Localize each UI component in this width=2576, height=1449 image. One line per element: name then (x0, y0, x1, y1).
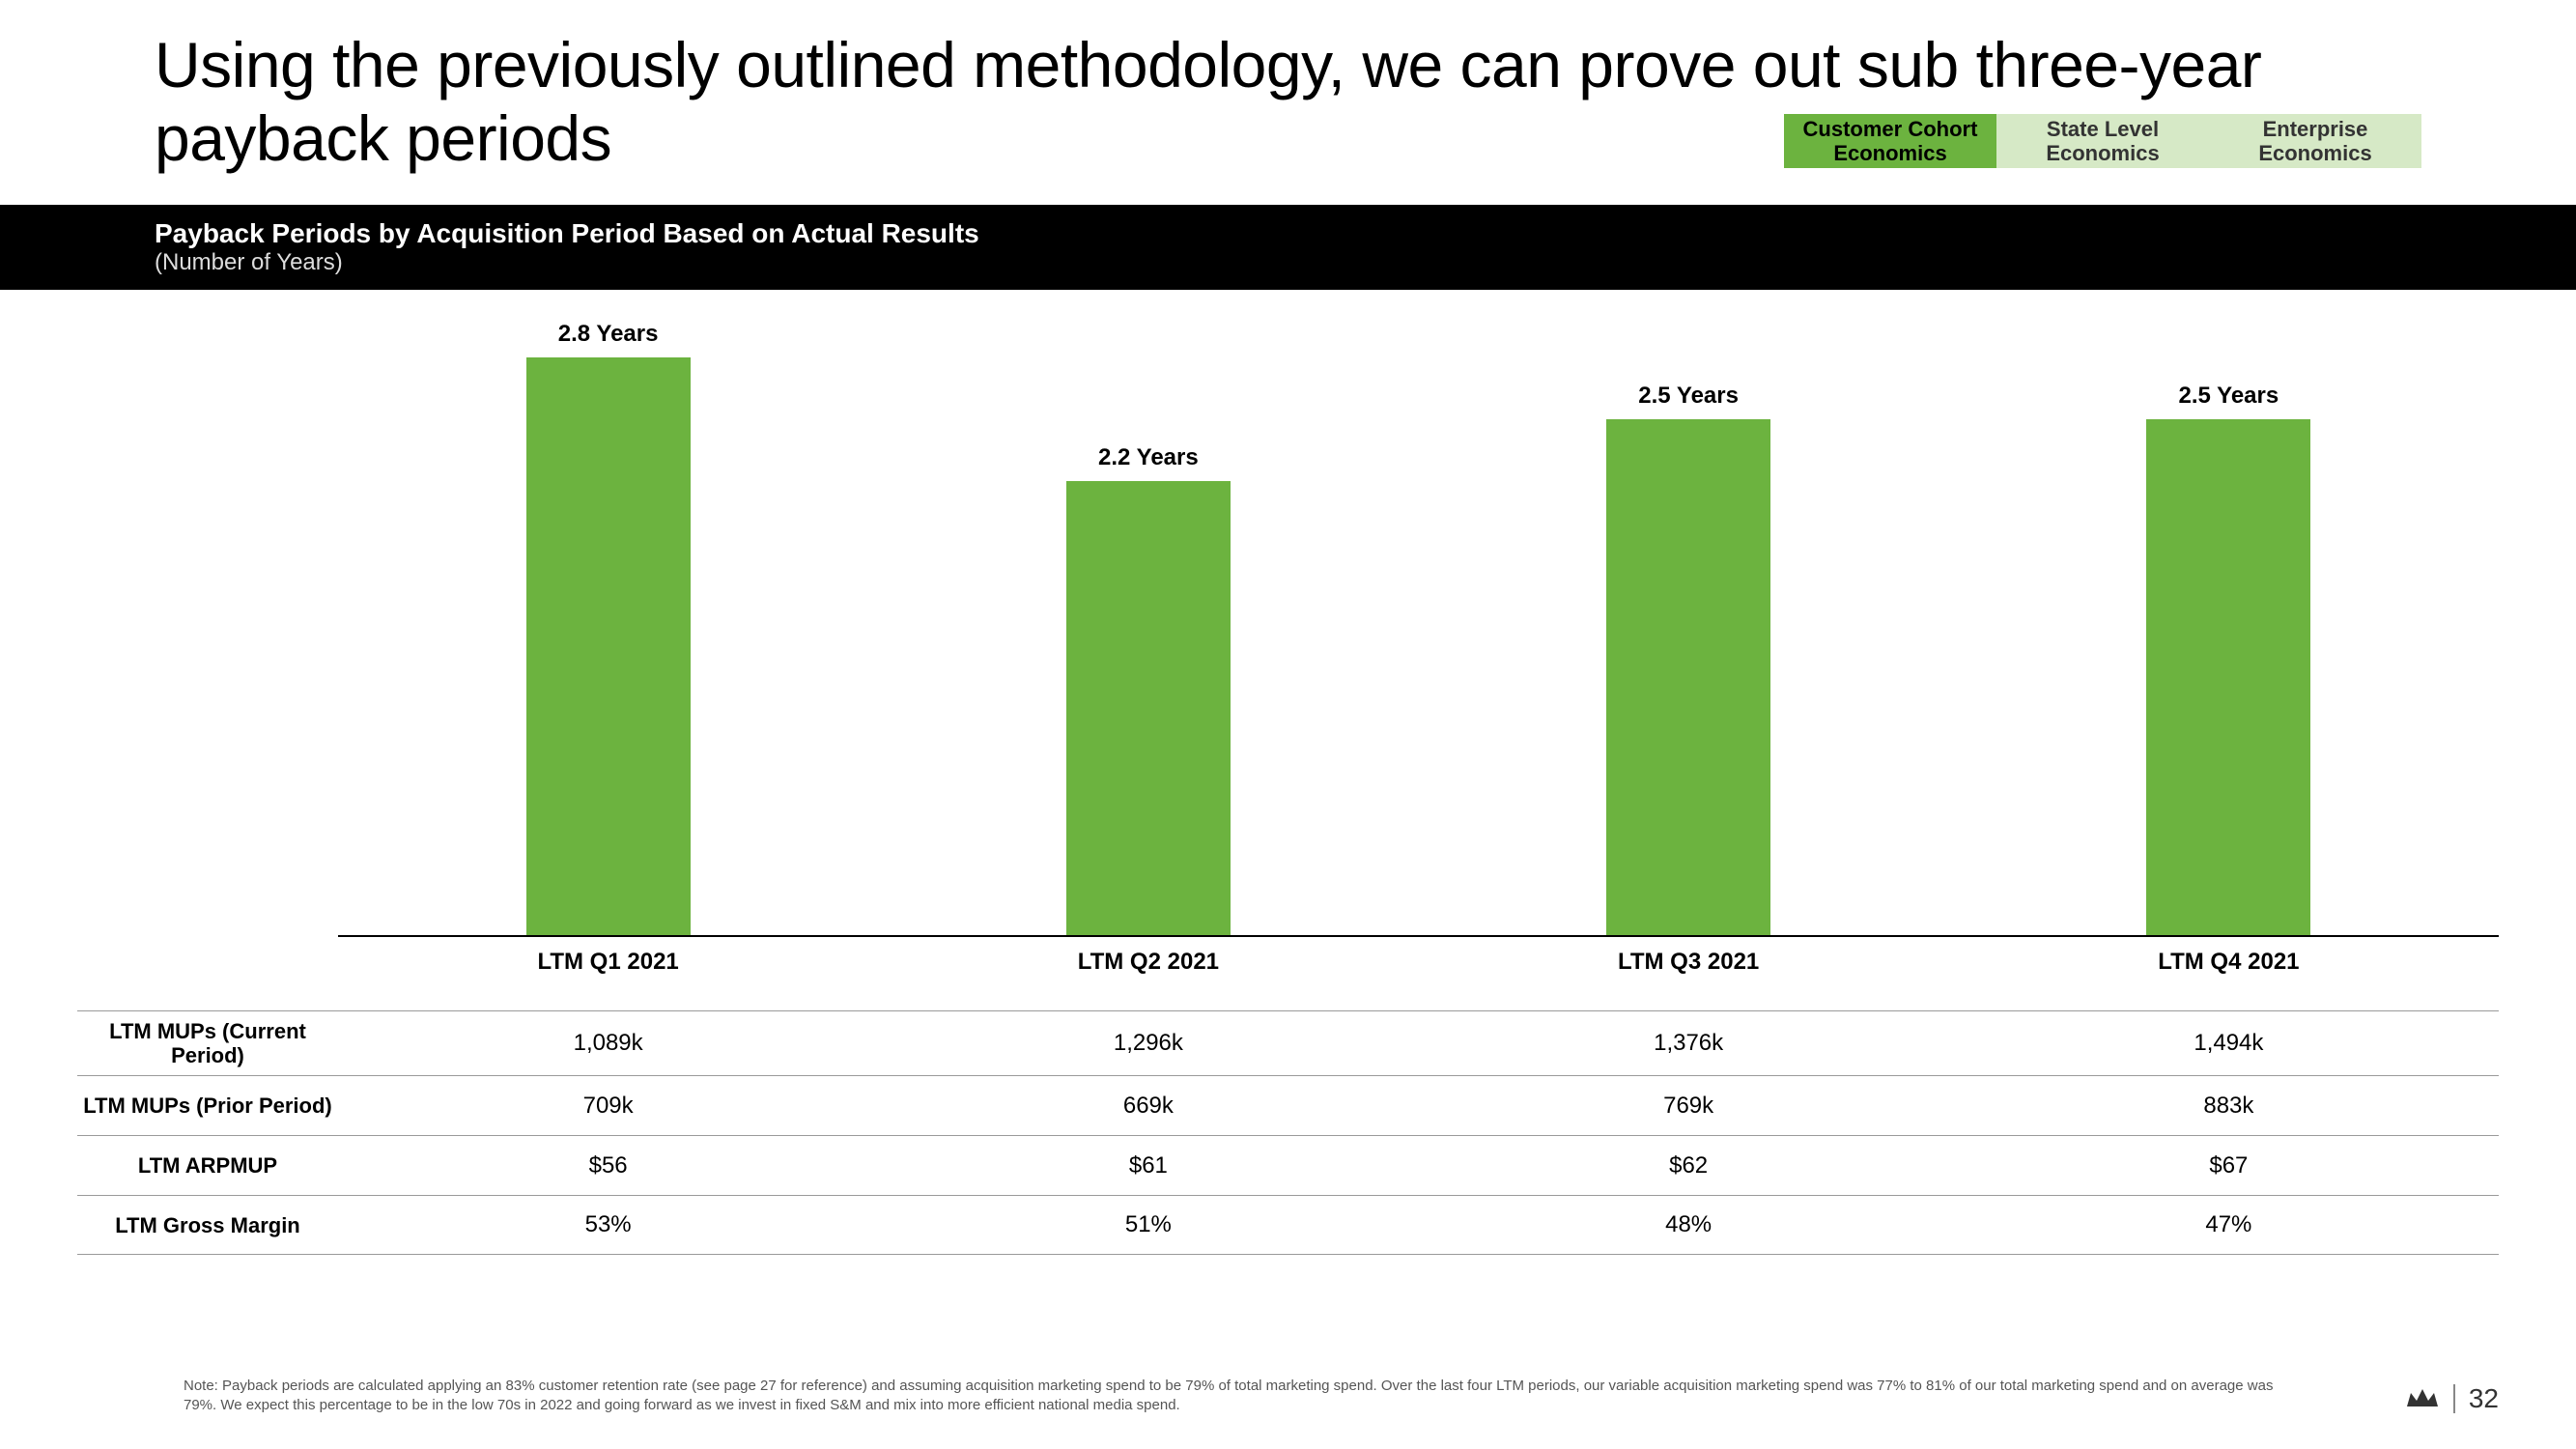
crown-logo-icon (2405, 1385, 2440, 1412)
table-cell: 53% (338, 1211, 878, 1238)
section-title: Payback Periods by Acquisition Period Ba… (155, 218, 2421, 249)
bar (1066, 481, 1231, 936)
page-number: 32 (2469, 1383, 2499, 1414)
page-footer: 32 (2405, 1383, 2499, 1414)
footnote-text: Note: Payback periods are calculated app… (184, 1377, 2306, 1414)
bar-value-label: 2.5 Years (1638, 383, 1739, 410)
bar (526, 357, 691, 937)
section-header-band: Payback Periods by Acquisition Period Ba… (0, 205, 2576, 290)
table-cell: 669k (878, 1093, 1418, 1120)
table-row: LTM MUPs (Prior Period)709k669k769k883k (77, 1075, 2499, 1135)
bar (2146, 419, 2310, 937)
bar-column: 2.5 Years (1419, 319, 1959, 937)
table-row: LTM MUPs (Current Period)1,089k1,296k1,3… (77, 1010, 2499, 1076)
row-header: LTM Gross Margin (77, 1213, 338, 1237)
table-cell: 1,494k (1959, 1030, 2499, 1057)
tab-state-level-economics[interactable]: State Level Economics (1996, 114, 2209, 168)
payback-bar-chart: 2.8 Years 2.2 Years 2.5 Years 2.5 Years (77, 319, 2499, 937)
bar-value-label: 2.8 Years (558, 321, 659, 348)
x-axis-labels: LTM Q1 2021LTM Q2 2021LTM Q3 2021LTM Q4 … (77, 949, 2499, 991)
table-cell: 48% (1419, 1211, 1959, 1238)
table-cell: $56 (338, 1152, 878, 1179)
bar-column: 2.8 Years (338, 319, 878, 937)
table-row: LTM ARPMUP$56$61$62$67 (77, 1135, 2499, 1195)
tab-enterprise-economics[interactable]: Enterprise Economics (2209, 114, 2421, 168)
bar-value-label: 2.2 Years (1098, 444, 1199, 471)
table-row: LTM Gross Margin53%51%48%47% (77, 1195, 2499, 1255)
section-subtitle: (Number of Years) (155, 249, 2421, 276)
table-cell: 709k (338, 1093, 878, 1120)
table-cell: 1,296k (878, 1030, 1418, 1057)
x-axis-label: LTM Q1 2021 (338, 949, 878, 976)
x-axis-label: LTM Q2 2021 (878, 949, 1418, 976)
row-header: LTM MUPs (Current Period) (77, 1019, 338, 1068)
table-cell: 1,376k (1419, 1030, 1959, 1057)
table-cell: 51% (878, 1211, 1418, 1238)
table-cell: $67 (1959, 1152, 2499, 1179)
table-cell: 1,089k (338, 1030, 878, 1057)
bar-column: 2.5 Years (1959, 319, 2499, 937)
table-cell: 883k (1959, 1093, 2499, 1120)
x-axis-line (338, 935, 2499, 937)
bar-column: 2.2 Years (878, 319, 1418, 937)
table-cell: $61 (878, 1152, 1418, 1179)
row-header: LTM ARPMUP (77, 1153, 338, 1178)
bar-value-label: 2.5 Years (2179, 383, 2279, 410)
tabs-row: Customer Cohort Economics State Level Ec… (1784, 114, 2421, 168)
x-axis-label: LTM Q3 2021 (1419, 949, 1959, 976)
x-axis-label: LTM Q4 2021 (1959, 949, 2499, 976)
metrics-table: LTM MUPs (Current Period)1,089k1,296k1,3… (77, 1010, 2499, 1256)
table-cell: $62 (1419, 1152, 1959, 1179)
bar (1606, 419, 1770, 937)
table-cell: 47% (1959, 1211, 2499, 1238)
table-cell: 769k (1419, 1093, 1959, 1120)
tab-customer-cohort-economics[interactable]: Customer Cohort Economics (1784, 114, 1996, 168)
row-header: LTM MUPs (Prior Period) (77, 1094, 338, 1118)
footer-divider (2453, 1384, 2455, 1413)
